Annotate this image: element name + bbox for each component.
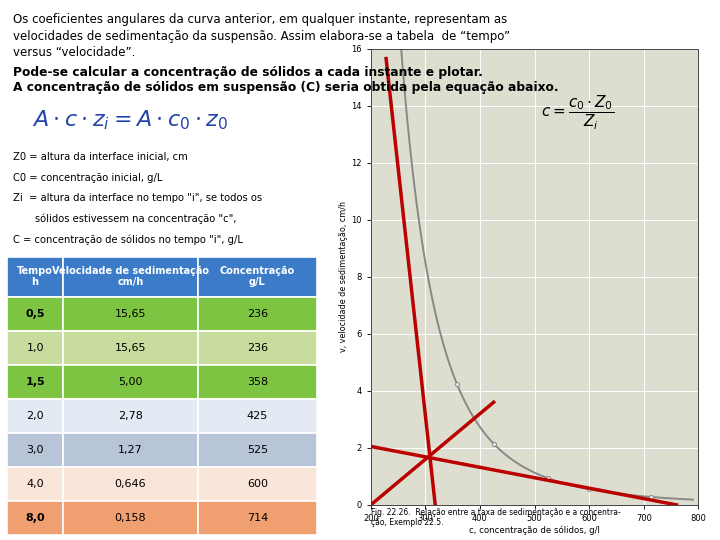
FancyBboxPatch shape	[198, 256, 317, 297]
FancyBboxPatch shape	[63, 331, 198, 364]
FancyBboxPatch shape	[198, 501, 317, 535]
Text: Velocidade de sedimentação
cm/h: Velocidade de sedimentação cm/h	[52, 266, 209, 287]
Text: A concentração de sólidos em suspensão (C) seria obtida pela equação abaixo.: A concentração de sólidos em suspensão (…	[13, 81, 559, 94]
Text: Fig. 22.26.  Relação entre a taxa de sedimentação e a concentra-
ção, Exemplo 22: Fig. 22.26. Relação entre a taxa de sedi…	[371, 508, 621, 527]
Text: Zi  = altura da interface no tempo "i", se todos os: Zi = altura da interface no tempo "i", s…	[13, 193, 262, 204]
Text: 1,27: 1,27	[118, 444, 143, 455]
FancyBboxPatch shape	[198, 433, 317, 467]
Text: velocidades de sedimentação da suspensão. Assim elabora-se a tabela  de “tempo”: velocidades de sedimentação da suspensão…	[13, 30, 510, 43]
Text: versus “velocidade”.: versus “velocidade”.	[13, 46, 135, 59]
X-axis label: c, concentração de sólidos, g/l: c, concentração de sólidos, g/l	[469, 526, 600, 535]
Text: 2,78: 2,78	[118, 411, 143, 421]
FancyBboxPatch shape	[7, 501, 63, 535]
FancyBboxPatch shape	[7, 364, 63, 399]
FancyBboxPatch shape	[63, 256, 198, 297]
FancyBboxPatch shape	[198, 297, 317, 331]
Y-axis label: v, velocidade de sedimentação, cm/h: v, velocidade de sedimentação, cm/h	[339, 201, 348, 352]
Text: 8,0: 8,0	[25, 512, 45, 523]
Text: C = concentração de sólidos no tempo "i", g/L: C = concentração de sólidos no tempo "i"…	[13, 234, 243, 245]
Text: $\mathit{A} \cdot c \cdot z_i = \mathit{A} \cdot c_0 \cdot z_0$: $\mathit{A} \cdot c \cdot z_i = \mathit{…	[32, 108, 228, 132]
Text: 0,158: 0,158	[114, 512, 146, 523]
Text: 15,65: 15,65	[114, 309, 146, 319]
Text: 0,646: 0,646	[114, 478, 146, 489]
FancyBboxPatch shape	[63, 364, 198, 399]
FancyBboxPatch shape	[7, 433, 63, 467]
Text: 2,0: 2,0	[27, 411, 44, 421]
Text: 4,0: 4,0	[27, 478, 44, 489]
Text: sólidos estivessem na concentração "c",: sólidos estivessem na concentração "c",	[13, 214, 236, 224]
FancyBboxPatch shape	[63, 501, 198, 535]
Text: 714: 714	[247, 512, 268, 523]
FancyBboxPatch shape	[7, 297, 63, 331]
Text: 15,65: 15,65	[114, 343, 146, 353]
FancyBboxPatch shape	[198, 467, 317, 501]
Text: $c = \dfrac{c_0 \cdot Z_0}{Z_i}$: $c = \dfrac{c_0 \cdot Z_0}{Z_i}$	[541, 94, 614, 132]
Text: 0,5: 0,5	[25, 309, 45, 319]
FancyBboxPatch shape	[7, 399, 63, 433]
Text: Os coeficientes angulares da curva anterior, em qualquer instante, representam a: Os coeficientes angulares da curva anter…	[13, 14, 507, 26]
FancyBboxPatch shape	[63, 467, 198, 501]
Text: Concentração
g/L: Concentração g/L	[220, 266, 295, 287]
Text: Tempo
h: Tempo h	[17, 266, 53, 287]
FancyBboxPatch shape	[63, 399, 198, 433]
Text: 236: 236	[247, 343, 268, 353]
FancyBboxPatch shape	[7, 467, 63, 501]
Text: 425: 425	[247, 411, 268, 421]
Text: 525: 525	[247, 444, 268, 455]
Text: Z0 = altura da interface inicial, cm: Z0 = altura da interface inicial, cm	[13, 152, 188, 163]
FancyBboxPatch shape	[63, 433, 198, 467]
FancyBboxPatch shape	[7, 331, 63, 364]
FancyBboxPatch shape	[198, 364, 317, 399]
Text: 1,0: 1,0	[27, 343, 44, 353]
FancyBboxPatch shape	[63, 297, 198, 331]
Text: 236: 236	[247, 309, 268, 319]
FancyBboxPatch shape	[198, 399, 317, 433]
Text: 600: 600	[247, 478, 268, 489]
Text: 1,5: 1,5	[25, 377, 45, 387]
FancyBboxPatch shape	[198, 331, 317, 364]
Text: Pode-se calcular a concentração de sólidos a cada instante e plotar.: Pode-se calcular a concentração de sólid…	[13, 66, 483, 79]
Text: 358: 358	[247, 377, 268, 387]
Text: 3,0: 3,0	[27, 444, 44, 455]
FancyBboxPatch shape	[7, 256, 63, 297]
Text: 5,00: 5,00	[118, 377, 143, 387]
Text: C0 = concentração inicial, g/L: C0 = concentração inicial, g/L	[13, 173, 162, 183]
